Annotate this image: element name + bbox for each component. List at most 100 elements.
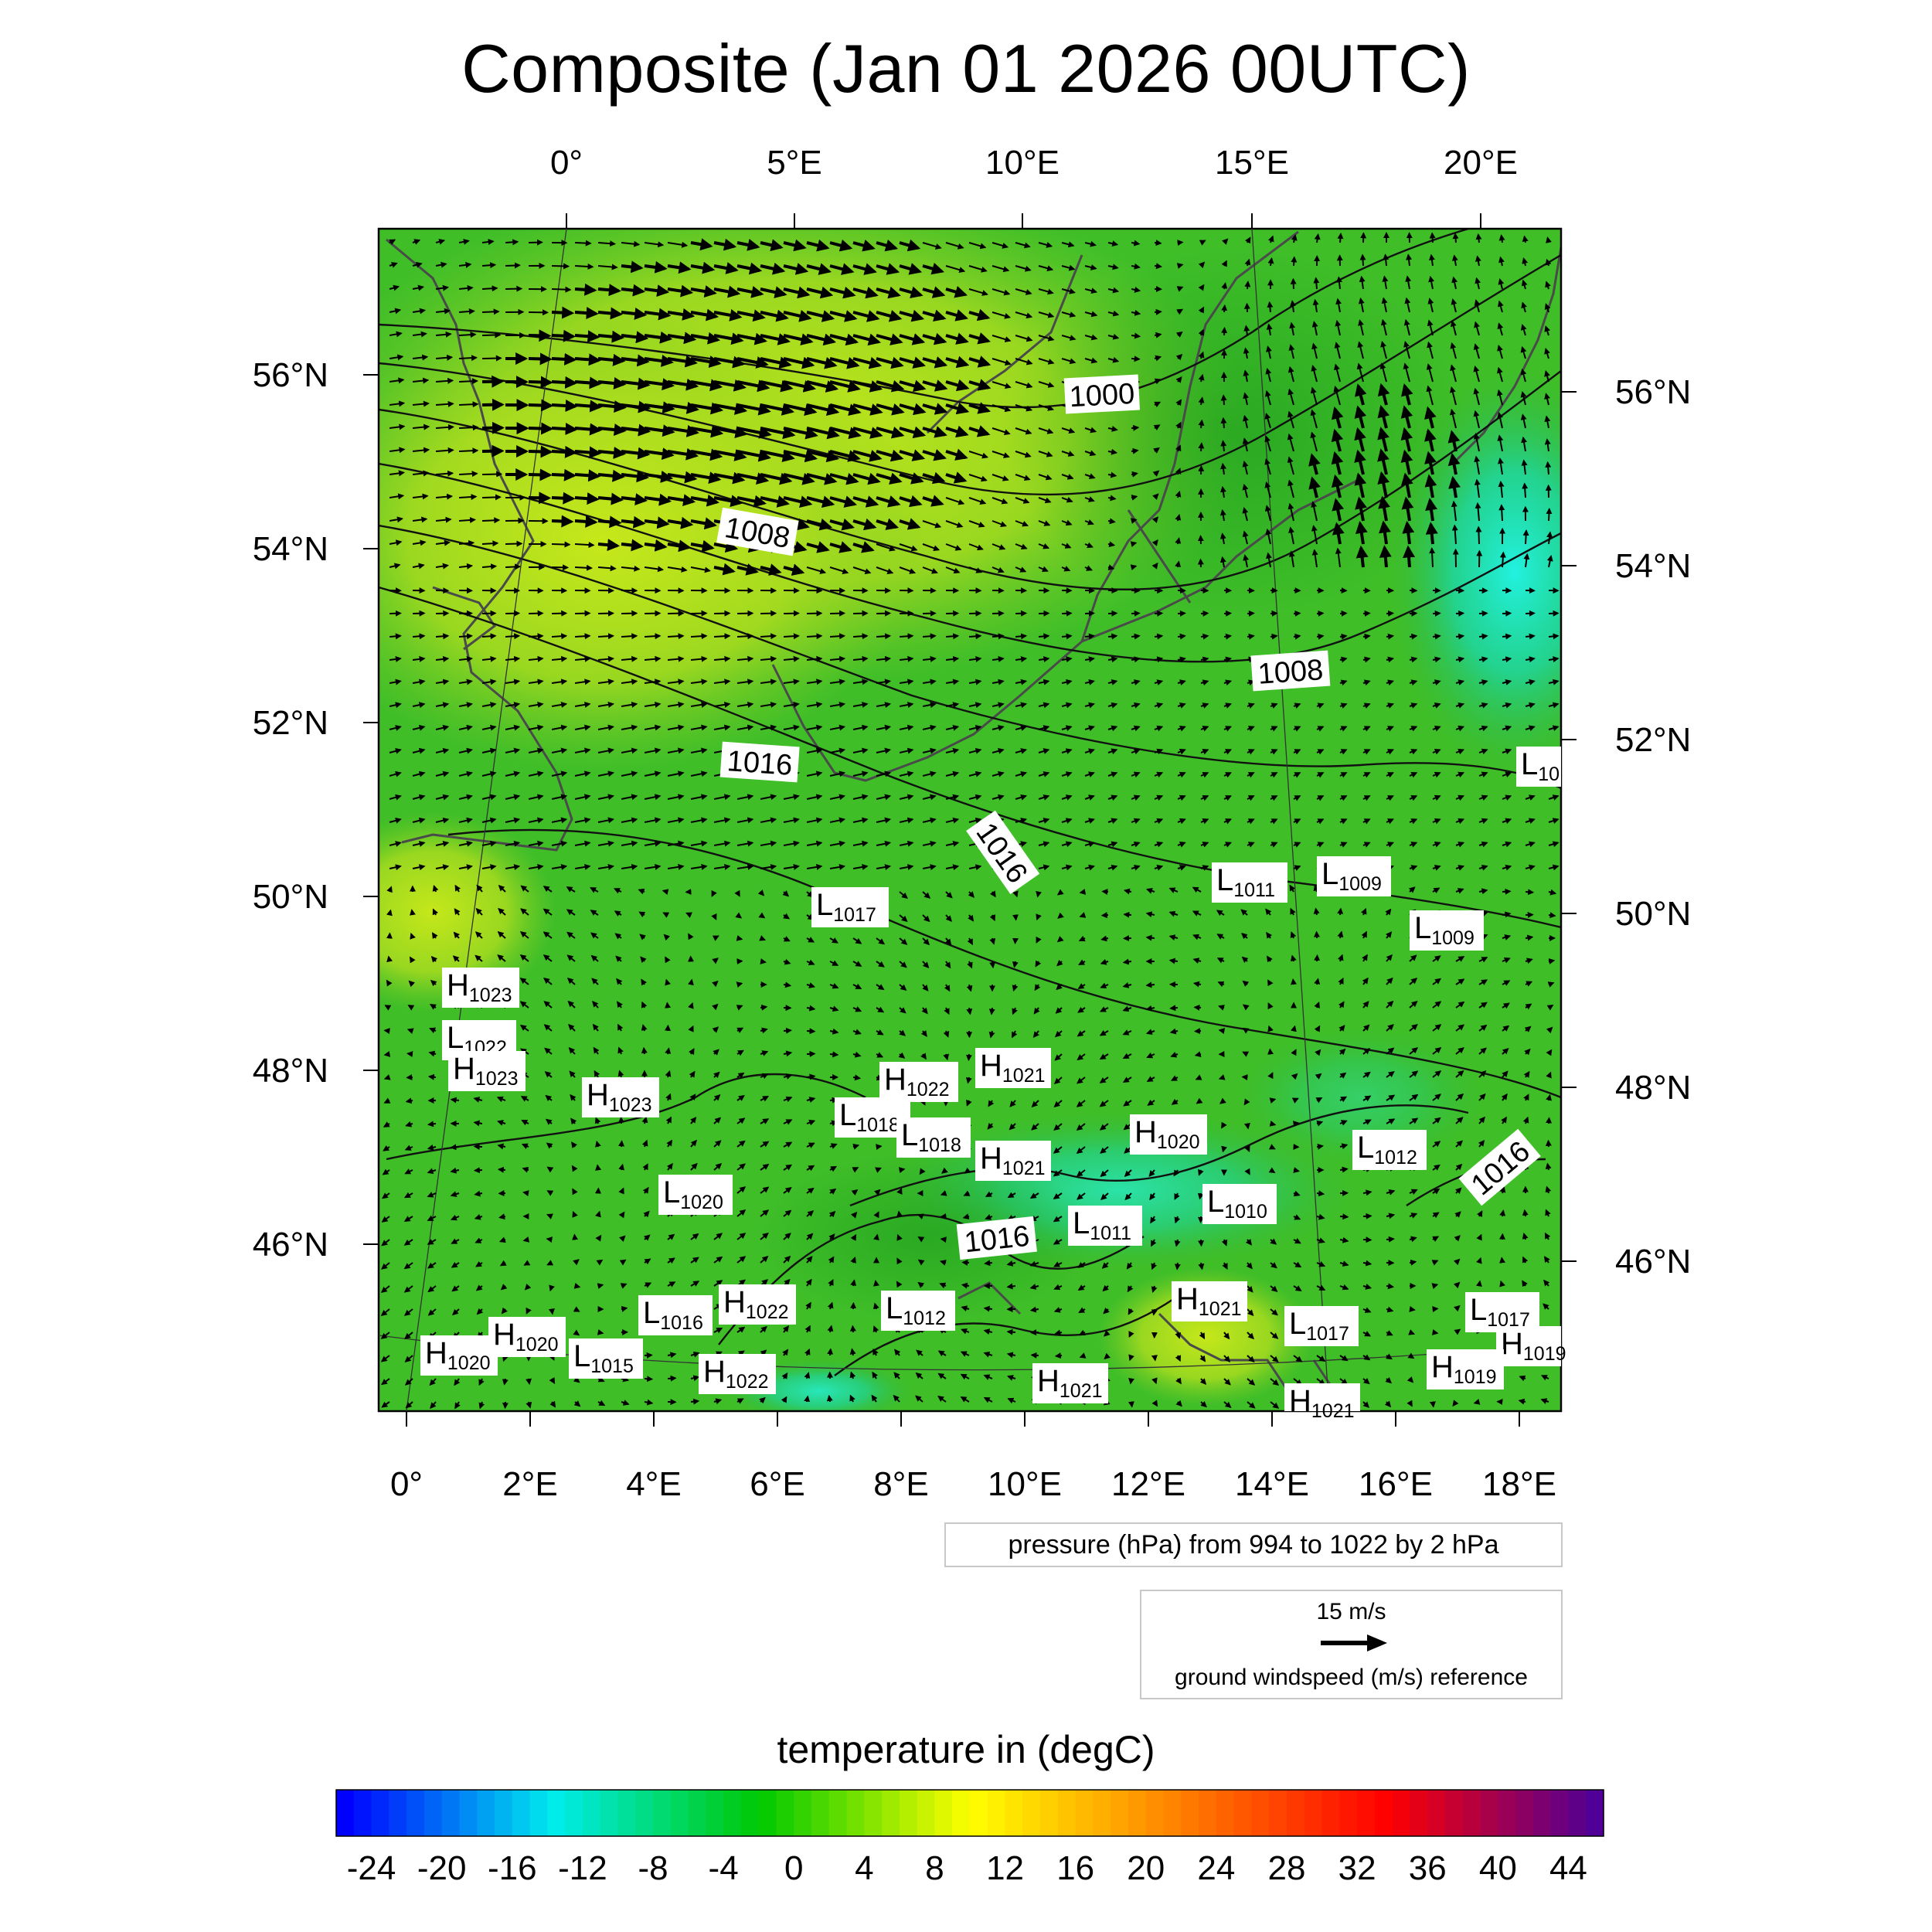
wind-vector <box>783 495 813 508</box>
wind-reference-speed: 15 m/s <box>1316 1599 1386 1624</box>
wind-vector <box>1545 281 1551 290</box>
wind-vector <box>1221 282 1228 290</box>
wind-vector <box>876 286 901 299</box>
pressure-center: H1019 <box>1427 1349 1504 1389</box>
wind-vector <box>992 381 1012 389</box>
wind-vector <box>876 333 903 345</box>
wind-vector <box>1354 472 1367 498</box>
wind-vector <box>1264 413 1271 429</box>
wind-vector <box>945 265 966 273</box>
wind-vector <box>1107 333 1120 340</box>
wind-vector <box>1474 478 1481 498</box>
wind-vector <box>1244 258 1251 267</box>
wind-vector <box>1153 424 1161 430</box>
wind-vector <box>1038 427 1054 434</box>
isobar-label: 1008 <box>1250 650 1331 692</box>
wind-vector <box>1432 1306 1439 1313</box>
pressure-center: L1010 <box>1202 1184 1277 1224</box>
wind-vector <box>1289 321 1296 336</box>
wind-vector <box>1521 301 1527 313</box>
wind-vector <box>389 470 405 477</box>
wind-vector <box>992 633 1005 640</box>
wind-vector <box>1428 253 1435 267</box>
pressure-center: H1020 <box>1130 1114 1207 1155</box>
colorbar-cell <box>1163 1790 1182 1836</box>
wind-vector <box>1154 378 1162 385</box>
colorbar-cell <box>1321 1790 1340 1836</box>
wind-vector <box>389 633 402 640</box>
wind-vector <box>412 377 430 384</box>
wind-vector <box>1409 1259 1417 1266</box>
wind-vector <box>690 448 723 461</box>
pressure-center: L1012 <box>1352 1130 1427 1170</box>
wind-vector <box>922 242 942 250</box>
wind-vector <box>1198 373 1205 383</box>
wind-vector <box>572 1233 579 1240</box>
wind-vector <box>760 450 795 462</box>
wind-vector <box>1131 240 1141 247</box>
wind-vector <box>458 355 478 362</box>
wind-vector <box>1497 344 1503 359</box>
wind-vector <box>574 283 597 296</box>
wind-vector <box>760 239 784 251</box>
wind-vector <box>412 239 421 245</box>
wind-vector <box>1242 414 1249 429</box>
wind-vector <box>546 1236 553 1243</box>
wind-vector <box>1497 300 1504 313</box>
wind-vector <box>829 263 855 275</box>
wind-vector <box>1290 277 1297 290</box>
colorbar-cell <box>1410 1790 1428 1836</box>
wind-vector <box>1380 318 1387 336</box>
wind-vector <box>736 934 743 941</box>
lat-label: 54°N <box>1615 547 1691 585</box>
wind-vector <box>899 472 924 485</box>
wind-vector <box>412 354 429 361</box>
wind-vector <box>690 425 724 438</box>
wind-vector <box>1038 311 1055 318</box>
colorbar-cell <box>864 1790 883 1836</box>
wind-vector <box>1451 254 1458 267</box>
wind-vector <box>760 356 792 369</box>
pressure-center: H1022 <box>719 1284 796 1325</box>
wind-vector <box>1264 435 1271 452</box>
wind-vector <box>481 308 500 315</box>
wind-vector <box>713 471 746 485</box>
colorbar-cell <box>1093 1790 1111 1836</box>
wind-vector <box>528 445 553 458</box>
wind-vector <box>1030 1329 1039 1336</box>
wind-vector <box>458 401 479 408</box>
wind-vector <box>1475 526 1482 545</box>
wind-vector <box>1038 265 1054 272</box>
wind-vector <box>458 378 478 385</box>
wind-vector <box>1242 437 1249 452</box>
wind-vector <box>760 427 796 440</box>
wind-vector <box>597 400 627 413</box>
wind-vector <box>1496 389 1503 406</box>
wind-vector <box>481 633 497 640</box>
wind-vector <box>1198 419 1205 429</box>
wind-vector <box>1288 344 1295 359</box>
wind-vector <box>1522 1209 1529 1217</box>
wind-vector <box>852 239 876 252</box>
wind-vector <box>1449 386 1457 406</box>
wind-vector <box>574 492 600 505</box>
wind-vector <box>806 427 840 440</box>
colorbar-cell <box>617 1790 636 1836</box>
wind-vector <box>481 355 502 362</box>
wind-vector <box>760 403 795 416</box>
wind-vector <box>968 288 988 296</box>
wind-vector <box>597 469 625 482</box>
wind-vector <box>736 472 770 485</box>
wind-vector <box>644 471 674 483</box>
wind-vector <box>829 310 858 322</box>
wind-vector <box>945 425 969 438</box>
wind-vector <box>551 376 578 389</box>
wind-vector <box>1427 319 1434 336</box>
wind-vector <box>690 379 723 392</box>
wind-vector <box>621 400 651 413</box>
wind-vector <box>389 239 396 245</box>
wind-vector <box>1354 449 1366 475</box>
wind-vector <box>829 450 861 462</box>
wind-vector <box>1061 335 1077 341</box>
